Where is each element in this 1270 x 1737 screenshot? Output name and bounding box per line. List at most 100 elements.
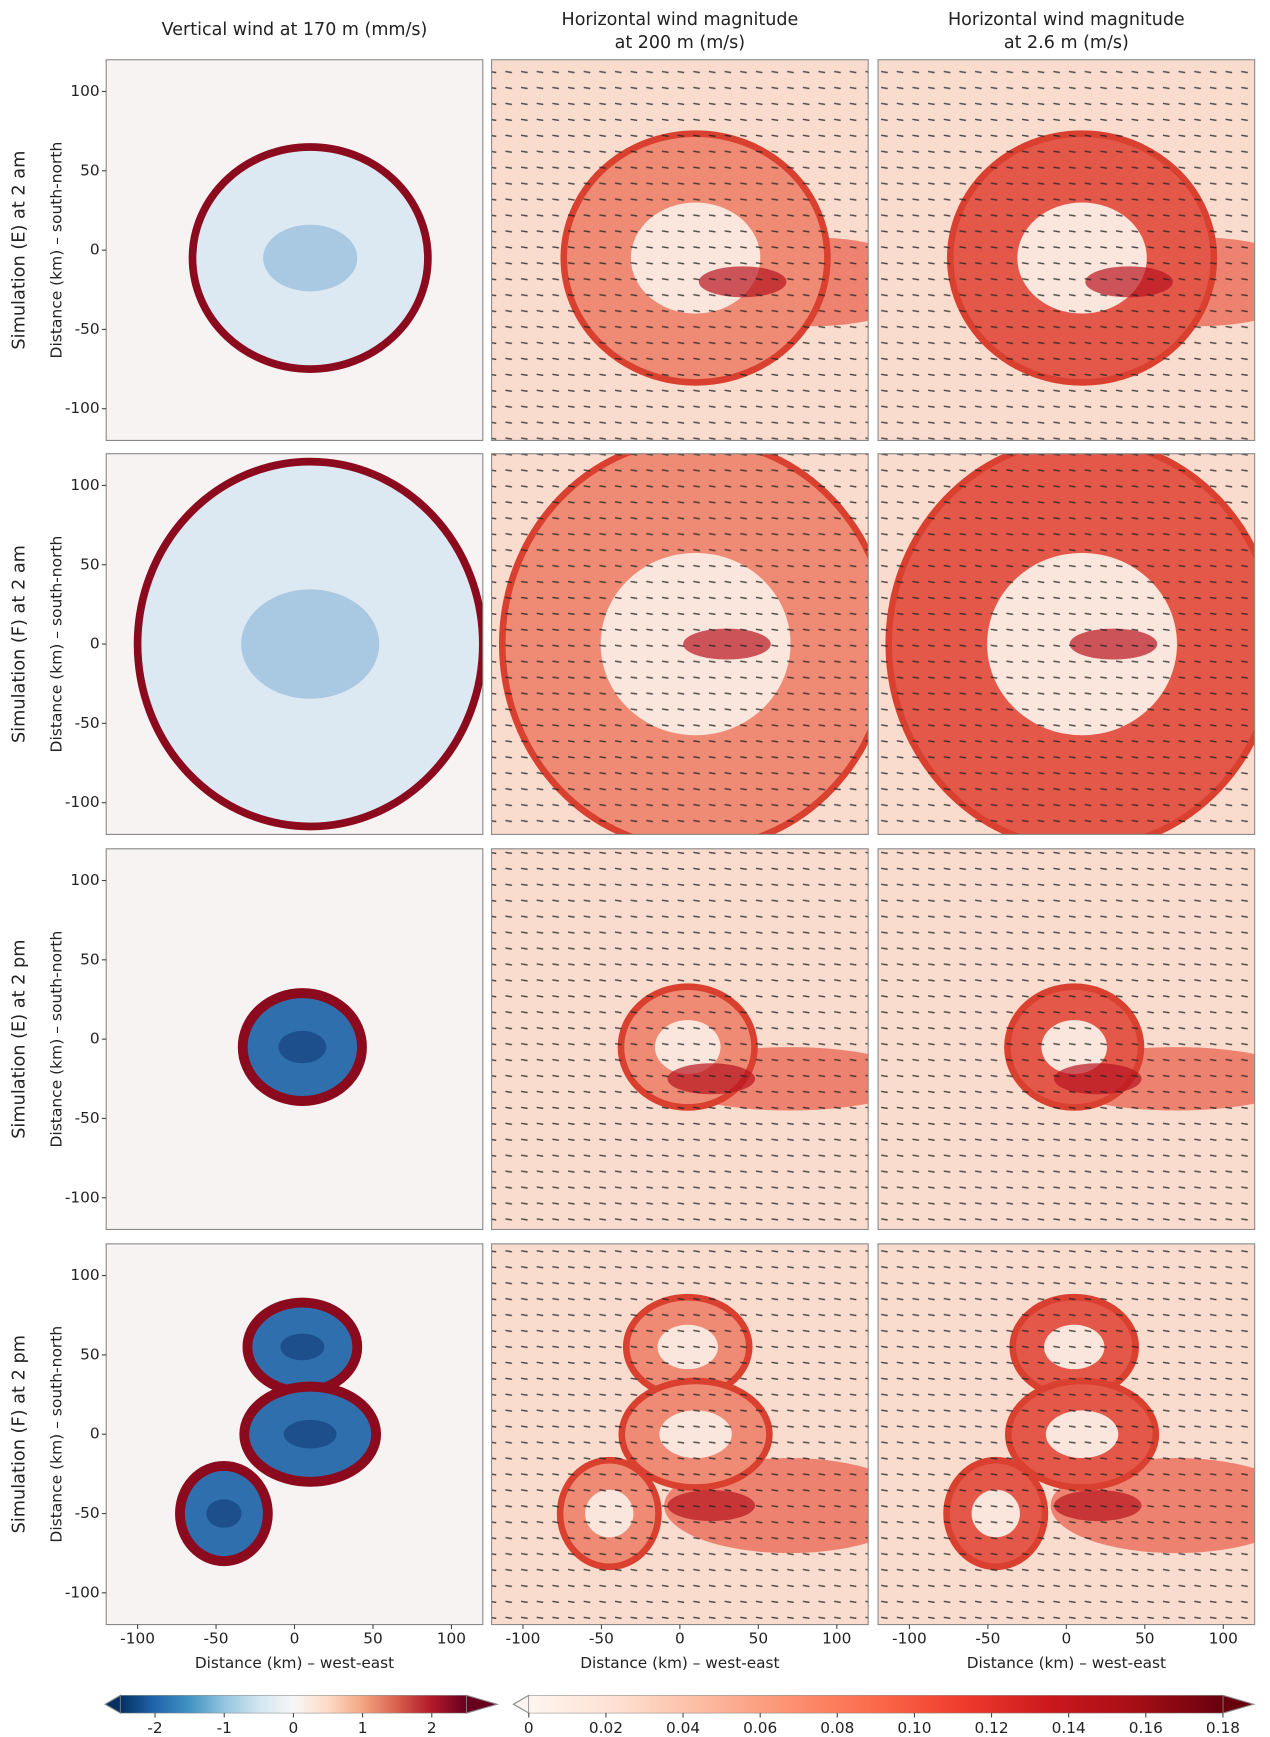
panel-frame: [491, 59, 869, 441]
panel: [491, 59, 869, 441]
colorbar-tick-label: 0.02: [589, 1719, 623, 1733]
x-tick-label: 50: [363, 1629, 383, 1647]
x-tick-label: 100: [437, 1629, 466, 1647]
x-axis-label: Distance (km) – west-east: [580, 1654, 779, 1672]
row-label: Simulation (F) at 2 am: [10, 545, 30, 743]
panel: [491, 1243, 869, 1625]
x-tick-label: 0: [290, 1629, 300, 1647]
panel: [491, 848, 869, 1230]
panel-frame: [491, 453, 869, 835]
downdraft-core: [283, 1419, 337, 1449]
y-tick-label: 100: [70, 1266, 99, 1284]
colorbar-tick-label: -2: [147, 1719, 162, 1733]
colorbar-high-extension: [465, 1694, 500, 1714]
y-tick-label: 50: [80, 555, 100, 573]
panel: [106, 1243, 483, 1625]
column-title: at 200 m (m/s): [615, 33, 746, 53]
colorbar-tick-label: 0.10: [897, 1719, 931, 1733]
x-tick-label: 100: [822, 1629, 851, 1647]
x-tick-label: 50: [1135, 1629, 1155, 1647]
y-axis-label: Distance (km) – south-north: [47, 931, 65, 1148]
colorbar-tick-label: 0.18: [1206, 1719, 1240, 1733]
colorbar: [528, 1695, 1224, 1714]
colorbar-tick-label: 1: [358, 1719, 368, 1733]
quiver-arrows: [491, 453, 869, 835]
column-title: Vertical wind at 170 m (mm/s): [162, 20, 428, 40]
colorbar-tick-label: 0.16: [1129, 1719, 1163, 1733]
column-title: Horizontal wind magnitude: [948, 10, 1185, 30]
y-tick-label: -50: [75, 1504, 100, 1522]
colorbar: [120, 1695, 467, 1714]
y-tick-label: -100: [65, 1583, 100, 1601]
y-tick-label: 0: [90, 635, 100, 653]
panel-frame: [877, 59, 1256, 441]
x-tick-label: 0: [675, 1629, 685, 1647]
quiver-arrows: [491, 1243, 869, 1625]
y-tick-label: -50: [75, 320, 100, 338]
panel: [106, 453, 483, 835]
x-tick-label: 50: [749, 1629, 769, 1647]
colorbar-tick-label: 0.08: [820, 1719, 854, 1733]
panel: [878, 848, 1255, 1230]
downdraft-core: [241, 589, 380, 699]
row-label: Simulation (F) at 2 pm: [10, 1335, 30, 1533]
panel: [491, 453, 869, 835]
y-tick-label: 50: [80, 950, 100, 968]
colorbar-high-extension: [1222, 1694, 1256, 1714]
panel: [106, 59, 483, 441]
panel-frame: [491, 848, 869, 1231]
downdraft-core: [280, 1333, 325, 1361]
colorbar-tick-label: 0.12: [974, 1719, 1008, 1733]
x-tick-label: -50: [589, 1629, 614, 1647]
colorbar-tick-label: 0.04: [666, 1719, 700, 1733]
y-tick-label: -100: [65, 1188, 100, 1206]
y-tick-label: 100: [70, 476, 99, 494]
y-axis-label: Distance (km) – south-north: [47, 536, 65, 753]
y-tick-label: -100: [65, 399, 100, 417]
colorbar-low-extension: [104, 1694, 121, 1715]
panel-frame: [877, 453, 1256, 835]
quiver-arrows: [491, 59, 869, 441]
y-tick-label: 50: [80, 161, 100, 179]
quiver-arrows: [878, 453, 1255, 835]
x-axis-label: Distance (km) – west-east: [967, 1654, 1166, 1672]
y-tick-label: 100: [70, 871, 99, 889]
y-tick-label: -50: [75, 1109, 100, 1127]
panel: [878, 59, 1255, 441]
x-tick-label: 0: [1061, 1629, 1071, 1647]
x-tick-label: -100: [506, 1629, 541, 1647]
quiver-arrows: [878, 848, 1255, 1230]
x-tick-label: 100: [1209, 1629, 1238, 1647]
colorbar-tick-label: 0.14: [1052, 1719, 1086, 1733]
downdraft-core: [263, 224, 358, 292]
y-tick-label: 0: [90, 1425, 100, 1443]
x-axis-label: Distance (km) – west-east: [195, 1654, 394, 1672]
y-tick-label: 100: [70, 82, 99, 100]
row-label: Simulation (E) at 2 am: [10, 151, 30, 350]
downdraft-core: [206, 1499, 242, 1528]
colorbar-tick-label: 0.06: [743, 1719, 777, 1733]
x-tick-label: -50: [204, 1629, 229, 1647]
panel-frame: [877, 848, 1256, 1231]
downdraft-core: [278, 1030, 327, 1064]
colorbar-tick-label: 0: [524, 1719, 534, 1733]
colorbar-low-extension: [512, 1694, 530, 1715]
quiver-arrows: [491, 848, 869, 1230]
y-tick-label: 50: [80, 1345, 100, 1363]
y-tick-label: -100: [65, 793, 100, 811]
y-tick-label: 0: [90, 1030, 100, 1048]
quiver-arrows: [878, 59, 1255, 441]
colorbar-tick-label: 2: [427, 1719, 437, 1733]
colorbar-tick-label: -1: [217, 1719, 232, 1733]
quiver-arrows: [878, 1243, 1255, 1625]
panel: [878, 1243, 1255, 1625]
panel: [106, 848, 483, 1230]
y-axis-label: Distance (km) – south-north: [47, 142, 65, 359]
x-tick-label: -100: [120, 1629, 155, 1647]
column-title: Horizontal wind magnitude: [562, 10, 799, 30]
column-title: at 2.6 m (m/s): [1004, 33, 1129, 53]
panel: [878, 453, 1255, 835]
colorbar-tick-label: 0: [289, 1719, 299, 1733]
